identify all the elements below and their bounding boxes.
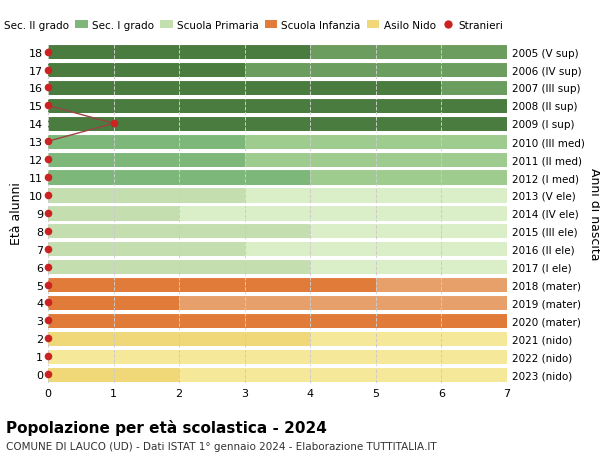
- Bar: [48, 241, 245, 257]
- Bar: [48, 277, 376, 292]
- Bar: [48, 259, 310, 274]
- Text: COMUNE DI LAUCO (UD) - Dati ISTAT 1° gennaio 2024 - Elaborazione TUTTITALIA.IT: COMUNE DI LAUCO (UD) - Dati ISTAT 1° gen…: [6, 441, 437, 451]
- Bar: [48, 295, 179, 310]
- Bar: [48, 81, 507, 96]
- Bar: [48, 170, 507, 185]
- Point: [43, 210, 53, 217]
- Point: [43, 246, 53, 253]
- Point: [43, 84, 53, 92]
- Bar: [48, 259, 507, 274]
- Bar: [48, 117, 507, 132]
- Bar: [48, 134, 245, 150]
- Bar: [48, 45, 310, 60]
- Point: [43, 353, 53, 360]
- Point: [43, 192, 53, 199]
- Point: [43, 335, 53, 342]
- Text: Popolazione per età scolastica - 2024: Popolazione per età scolastica - 2024: [6, 419, 327, 435]
- Bar: [48, 117, 507, 132]
- Y-axis label: Anni di nascita: Anni di nascita: [589, 167, 600, 260]
- Bar: [48, 224, 310, 239]
- Point: [43, 49, 53, 56]
- Bar: [48, 81, 442, 96]
- Bar: [48, 224, 507, 239]
- Bar: [48, 349, 507, 364]
- Bar: [48, 45, 507, 60]
- Bar: [48, 63, 245, 78]
- Bar: [48, 152, 507, 168]
- Point: [43, 102, 53, 110]
- Point: [43, 174, 53, 181]
- Bar: [48, 313, 507, 328]
- Bar: [48, 170, 310, 185]
- Point: [43, 317, 53, 325]
- Bar: [48, 331, 310, 346]
- Bar: [48, 134, 507, 150]
- Bar: [48, 188, 245, 203]
- Point: [43, 67, 53, 74]
- Bar: [48, 367, 507, 382]
- Legend: Sec. II grado, Sec. I grado, Scuola Primaria, Scuola Infanzia, Asilo Nido, Stran: Sec. II grado, Sec. I grado, Scuola Prim…: [0, 17, 508, 35]
- Point: [43, 281, 53, 289]
- Bar: [48, 188, 507, 203]
- Point: [43, 299, 53, 307]
- Bar: [48, 277, 507, 292]
- Point: [43, 228, 53, 235]
- Y-axis label: Età alunni: Età alunni: [10, 182, 23, 245]
- Point: [43, 371, 53, 378]
- Bar: [48, 63, 507, 78]
- Bar: [48, 99, 507, 114]
- Bar: [48, 206, 179, 221]
- Bar: [48, 241, 507, 257]
- Bar: [48, 331, 507, 346]
- Bar: [48, 367, 179, 382]
- Bar: [48, 99, 507, 114]
- Bar: [48, 295, 507, 310]
- Point: [43, 138, 53, 146]
- Bar: [48, 152, 245, 168]
- Point: [43, 156, 53, 163]
- Point: [43, 263, 53, 271]
- Bar: [48, 313, 507, 328]
- Bar: [48, 206, 507, 221]
- Point: [109, 120, 118, 128]
